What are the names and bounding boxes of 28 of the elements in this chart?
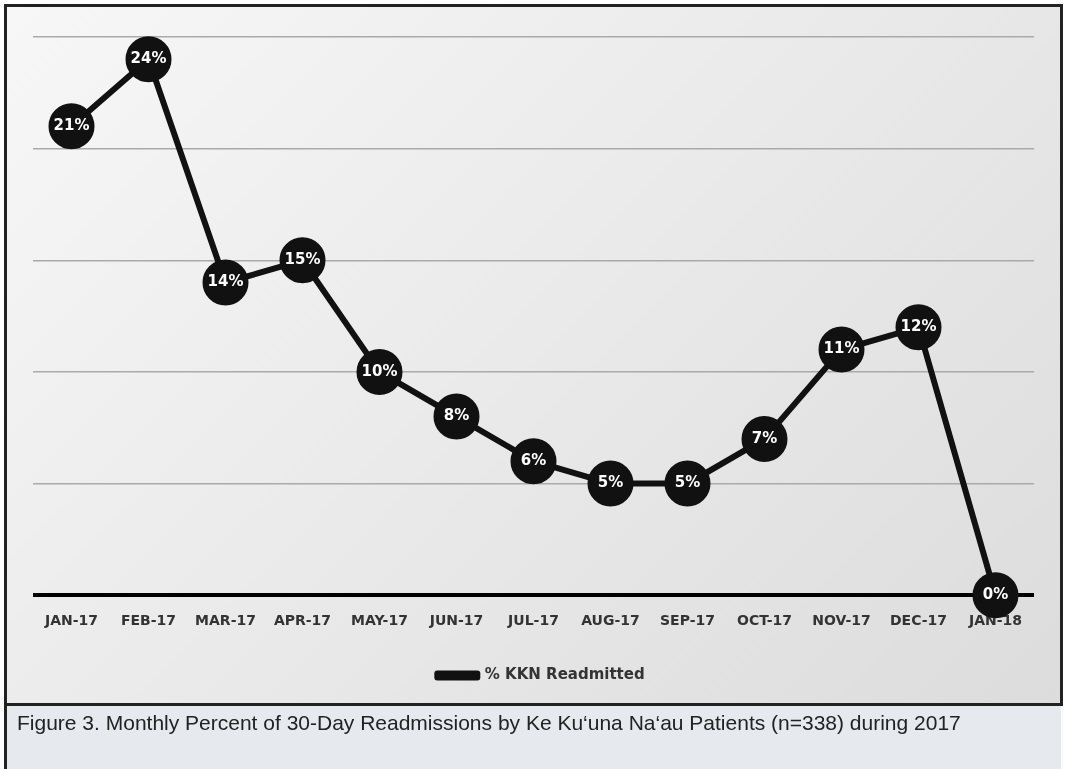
data-label: 14% xyxy=(207,272,244,291)
x-tick-label: MAR-17 xyxy=(195,612,256,629)
x-tick-label: OCT-17 xyxy=(737,612,792,629)
data-label: 7% xyxy=(751,428,778,447)
data-label: 11% xyxy=(823,339,860,358)
caption: Figure 3. Monthly Percent of 30-Day Readmissions by Ke Ku‘una Na‘au Patients (n=338) during 2017 xyxy=(4,706,1061,769)
data-label: 21% xyxy=(53,116,90,135)
x-tick-label: JAN-17 xyxy=(43,612,99,629)
data-label: 6% xyxy=(520,451,547,470)
data-label: 12% xyxy=(900,317,937,336)
data-label: 0% xyxy=(982,585,1009,604)
data-label: 10% xyxy=(361,361,398,380)
x-tick-label: JAN-18 xyxy=(967,612,1023,629)
x-tick-label: JUL-17 xyxy=(507,612,559,629)
data-label: 8% xyxy=(443,406,470,425)
x-tick-label: MAY-17 xyxy=(351,612,408,629)
legend-label: % KKN Readmitted xyxy=(484,665,645,684)
x-tick-label: FEB-17 xyxy=(120,612,177,629)
x-tick-label: JUN-17 xyxy=(428,612,484,629)
x-tick-label: SEP-17 xyxy=(660,612,715,629)
data-label: 5% xyxy=(674,473,701,492)
data-label: 5% xyxy=(597,473,624,492)
x-tick-label: DEC-17 xyxy=(889,612,948,629)
x-tick-label: NOV-17 xyxy=(812,612,871,629)
data-label: 24% xyxy=(130,49,167,68)
data-label: 15% xyxy=(284,250,321,269)
x-tick-label: APR-17 xyxy=(273,612,332,629)
x-tick-label: AUG-17 xyxy=(581,612,640,629)
